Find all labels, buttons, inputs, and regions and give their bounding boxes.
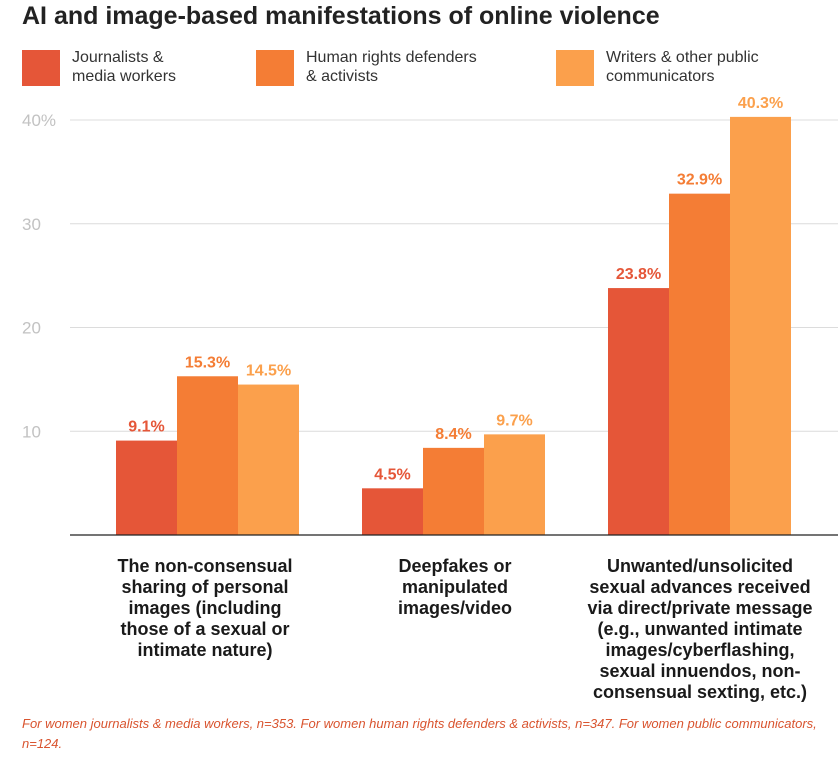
legend-label-hrd: Human rights defenders & activists (306, 49, 477, 85)
value-label-writers-advances: 40.3% (738, 95, 783, 112)
legend-swatch-hrd (256, 50, 294, 86)
footnote: For women journalists & media workers, n… (22, 716, 817, 751)
bar-hrd-sharing (177, 376, 238, 535)
chart-title: AI and image-based manifestations of onl… (22, 2, 660, 30)
value-label-hrd-advances: 32.9% (677, 172, 722, 189)
y-tick-label-30: 30 (22, 215, 41, 234)
value-label-journalists-deepfakes: 4.5% (374, 466, 410, 483)
y-tick-label-40: 40% (22, 111, 56, 130)
legend-swatch-journalists (22, 50, 60, 86)
category-label-advances: Unwanted/unsolicited sexual advances rece… (587, 556, 813, 702)
bar-journalists-sharing (116, 440, 177, 535)
bar-journalists-advances (608, 288, 669, 535)
legend-swatch-writers (556, 50, 594, 86)
value-label-hrd-sharing: 15.3% (185, 354, 230, 371)
value-label-writers-deepfakes: 9.7% (496, 412, 532, 429)
bar-writers-advances (730, 116, 791, 535)
bar-journalists-deepfakes (362, 488, 423, 535)
value-label-journalists-sharing: 9.1% (128, 419, 164, 436)
category-label-sharing: The non-consensual sharing of personal ima… (117, 556, 293, 660)
legend-label-writers: Writers & other public communicators (606, 49, 759, 85)
legend-label-journalists: Journalists & media workers (72, 49, 177, 85)
value-label-writers-sharing: 14.5% (246, 363, 291, 380)
y-tick-label-10: 10 (22, 422, 41, 441)
bar-writers-sharing (238, 384, 299, 535)
bar-hrd-advances (669, 193, 730, 535)
value-label-journalists-advances: 23.8% (616, 266, 661, 283)
bar-hrd-deepfakes (423, 447, 484, 535)
y-tick-label-20: 20 (22, 319, 41, 338)
category-label-deepfakes: Deepfakes or manipulated images/video (397, 556, 513, 618)
bar-writers-deepfakes (484, 434, 545, 535)
value-label-hrd-deepfakes: 8.4% (435, 426, 471, 443)
